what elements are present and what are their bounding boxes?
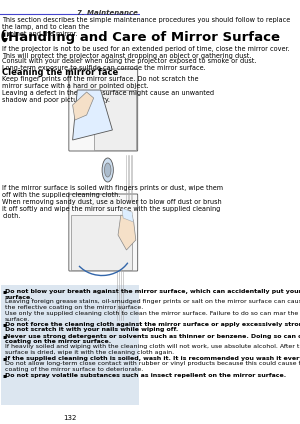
Polygon shape [73,90,112,140]
Text: Cleaning the mirror face: Cleaning the mirror face [2,68,119,77]
Text: Do not allow long-term close contact with rubber or vinyl products because this : Do not allow long-term close contact wit… [5,361,300,372]
Text: Leaving foreign grease stains, oil-smudged finger prints or salt on the mirror s: Leaving foreign grease stains, oil-smudg… [5,299,300,322]
Bar [94,90,136,150]
Text: This section describes the simple maintenance procedures you should follow to re: This section describes the simple mainte… [2,17,291,37]
Text: Handling and Care of Mirror Surface: Handling and Care of Mirror Surface [8,31,280,44]
Polygon shape [118,215,136,250]
Text: ▪: ▪ [3,356,7,361]
FancyBboxPatch shape [69,194,138,271]
Text: If the mirror surface is soiled with fingers prints or dust, wipe them
off with : If the mirror surface is soiled with fin… [2,185,224,219]
Text: If the supplied cleaning cloth is soiled, wash it. It is recommended you wash it: If the supplied cleaning cloth is soiled… [5,356,300,361]
Bar [71,215,132,270]
Circle shape [2,31,7,42]
Text: Do not force the cleaning cloth against the mirror surface or apply excessively : Do not force the cleaning cloth against … [5,322,300,332]
Text: Do not blow your breath against the mirror surface, which can accidentally put y: Do not blow your breath against the mirr… [5,289,300,300]
Text: ▪: ▪ [3,289,7,294]
Polygon shape [122,208,134,222]
Text: ▪: ▪ [3,322,7,327]
FancyBboxPatch shape [69,69,138,151]
Text: Consult with your dealer when using the projector exposed to smoke or dust.
Long: Consult with your dealer when using the … [2,58,257,71]
Text: ▪: ▪ [3,373,7,378]
Text: Never use strong detergents or solvents such as thinner or benzene. Doing so can: Never use strong detergents or solvents … [5,334,300,344]
Circle shape [104,163,111,177]
Text: If the projector is not to be used for an extended period of time, close the mir: If the projector is not to be used for a… [2,46,290,59]
Polygon shape [73,92,94,120]
Bar [2,285,139,405]
Text: 132: 132 [64,415,77,421]
Text: Do not spray volatile substances such as insect repellent on the mirror surface.: Do not spray volatile substances such as… [5,373,286,378]
Text: Keep finger prints off the mirror surface. Do not scratch the
mirror surface wit: Keep finger prints off the mirror surfac… [2,76,214,103]
Text: If heavily soiled and wiping with the cleaning cloth will not work, use absolute: If heavily soiled and wiping with the cl… [5,344,300,355]
Text: 1: 1 [2,31,8,41]
Circle shape [102,158,113,182]
Text: ▪: ▪ [3,334,7,339]
Text: 7. Maintenance: 7. Maintenance [77,10,138,16]
